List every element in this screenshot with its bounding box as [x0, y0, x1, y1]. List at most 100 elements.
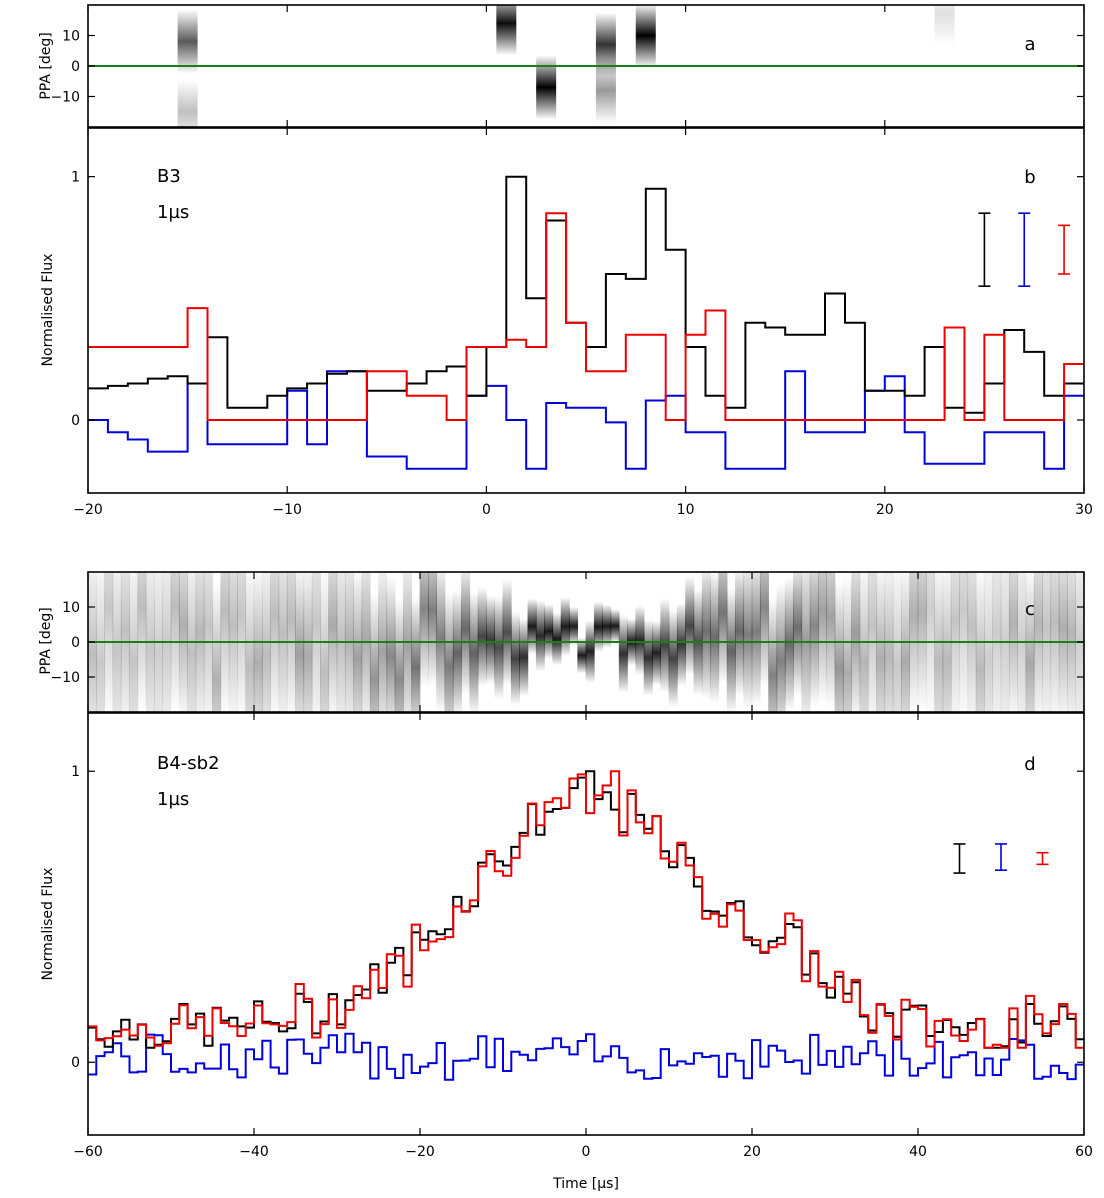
ppa-blob: [502, 579, 512, 686]
ppa-blob: [419, 572, 429, 688]
ppa-blob: [328, 572, 338, 712]
ppa-blob: [925, 572, 935, 712]
ppa-blob: [934, 5, 955, 47]
ppa-blob: [177, 9, 198, 74]
ppa-blob: [975, 572, 985, 712]
ppa-blob: [378, 572, 388, 712]
panel-d-xtick-label: 40: [909, 1144, 927, 1160]
panel-b-resolution-label: 1µs: [157, 202, 189, 223]
series-circular: [88, 1032, 1084, 1081]
ppa-blob: [394, 597, 404, 712]
ppa-blob: [1042, 572, 1052, 712]
ppa-blob: [809, 572, 819, 706]
ppa-blob: [1075, 572, 1084, 712]
ppa-blob: [768, 597, 778, 712]
ppa-blob: [635, 5, 656, 68]
ppa-blob: [818, 572, 828, 703]
panel-a-letter: a: [1024, 34, 1035, 55]
ppa-blob: [909, 572, 919, 712]
ppa-blob: [228, 572, 238, 712]
ppa-blob: [162, 572, 172, 712]
panel-b-xtick-label: 0: [482, 502, 491, 518]
ppa-blob: [660, 598, 670, 693]
panel-b-axes: −20 −10 0 10 20 30 0 1: [71, 127, 1093, 518]
ppa-blob: [411, 597, 421, 712]
panel-b-xtick-label: −10: [272, 502, 302, 518]
panel-c-ppa-heatmap: 10 0 −10 PPA [deg] c: [38, 571, 1085, 713]
panel-b-errorbar-circular: [1018, 212, 1031, 287]
panel-b-ylabel: Normalised Flux: [40, 254, 56, 367]
ppa-blob: [154, 572, 164, 712]
ppa-blob: [452, 589, 462, 712]
panel-d-xtick-label: 20: [743, 1144, 761, 1160]
ppa-blob: [635, 605, 645, 675]
panel-b-xtick-label: −20: [73, 502, 103, 518]
ppa-blob: [88, 572, 97, 712]
ppa-blob: [735, 572, 745, 697]
ppa-blob: [1058, 572, 1068, 712]
panel-c-ytick-label: −10: [50, 670, 80, 686]
panel-d-errorbar-linear: [1036, 851, 1049, 866]
panel-a-ytick-label: 10: [62, 29, 80, 45]
ppa-blob: [710, 572, 720, 704]
ppa-blob: [859, 572, 869, 712]
panel-d-xtick-label: 0: [582, 1144, 591, 1160]
ppa-blob: [892, 572, 902, 712]
ppa-blob: [536, 55, 557, 120]
panel-b-frame: [87, 127, 1085, 494]
ppa-blob: [353, 572, 363, 712]
panel-d-xtick-label: −60: [73, 1144, 103, 1160]
ppa-blob: [527, 598, 537, 655]
ppa-blob: [361, 572, 371, 712]
ppa-blob: [129, 572, 139, 712]
series-linear: [88, 770, 1084, 1049]
panel-b-plot-area: [88, 175, 1084, 470]
ppa-blob: [793, 572, 803, 696]
ppa-blob: [743, 572, 753, 710]
ppa-blob: [1008, 572, 1018, 712]
ppa-blob: [496, 5, 517, 56]
ppa-blob: [253, 572, 263, 712]
panel-d-plot-area: [88, 770, 1084, 1081]
ppa-blob: [261, 572, 271, 712]
panel-b-errorbar-linear: [1058, 224, 1071, 275]
ppa-blob: [386, 576, 396, 712]
ppa-blob: [934, 572, 944, 712]
ppa-blob: [685, 576, 695, 676]
ppa-blob: [187, 572, 197, 712]
series-circular: [88, 370, 1084, 470]
panel-d-errorbar-circular: [995, 843, 1007, 871]
panel-a-ytick-label: −10: [50, 90, 80, 106]
ppa-blob: [270, 572, 280, 712]
ppa-blob: [145, 572, 155, 712]
panel-c-ytick-label: 0: [71, 635, 80, 651]
ppa-blob: [1033, 572, 1043, 712]
ppa-blob: [295, 572, 305, 712]
panel-d-xtick-label: 60: [1075, 1144, 1093, 1160]
ppa-blob: [1067, 572, 1077, 712]
ppa-blob: [112, 572, 122, 712]
ppa-blob: [718, 572, 728, 684]
ppa-blob: [177, 79, 198, 127]
ppa-blob: [950, 572, 960, 712]
ppa-blob: [544, 603, 554, 659]
ppa-blob: [577, 637, 587, 674]
ppa-blob: [569, 606, 579, 646]
ppa-blob: [801, 572, 811, 712]
ppa-blob: [427, 572, 437, 687]
panel-b-xtick-label: 10: [677, 502, 695, 518]
ppa-blob: [278, 572, 288, 712]
ppa-blob: [942, 572, 952, 712]
ppa-blob: [784, 578, 794, 711]
ppa-blob: [195, 572, 205, 712]
ppa-blob: [311, 572, 321, 712]
panel-d-errorbar-total: [953, 843, 966, 874]
ppa-blob: [842, 575, 852, 712]
ppa-blob: [701, 572, 711, 700]
ppa-blob: [120, 572, 130, 712]
ppa-blob: [901, 572, 911, 712]
ppa-blob: [560, 597, 570, 657]
series-linear: [88, 212, 1084, 421]
ppa-blob: [178, 572, 188, 712]
ppa-blob: [286, 572, 296, 712]
